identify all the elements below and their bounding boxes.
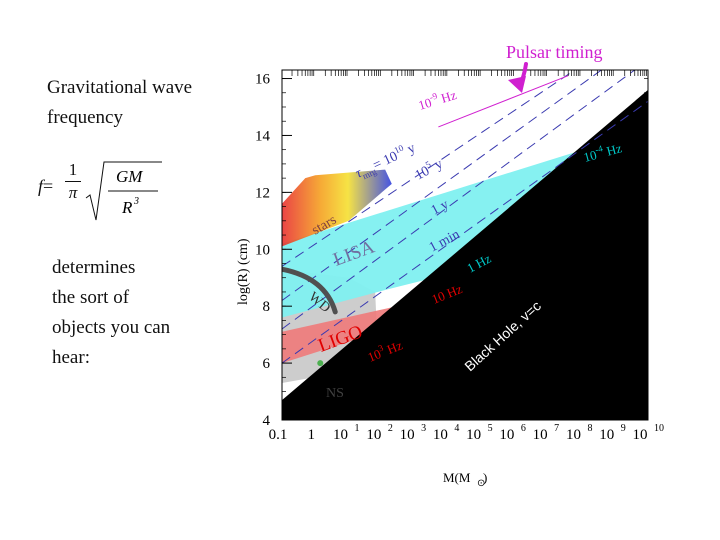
x-tick-label: 10 — [366, 427, 381, 443]
ns-dot — [317, 360, 324, 367]
x-tick-label: 10 — [499, 427, 514, 443]
x-tick-label: 10 — [533, 427, 548, 443]
pulsar-line — [438, 75, 569, 128]
formula-pi: π — [68, 183, 78, 202]
merger-line-1y — [282, 70, 635, 330]
ns-label: NS — [326, 386, 344, 401]
x-tick-exponent: 9 — [621, 423, 626, 434]
x-tick-label: 10 — [466, 427, 481, 443]
formula-sqrt: GM R 3 — [85, 161, 162, 221]
x-axis-label-close: ) — [483, 470, 487, 485]
frequency-formula: f= 1 π GM R 3 — [38, 158, 162, 228]
formula-radicand-den: R — [121, 198, 133, 217]
y-tick-label: 8 — [263, 299, 271, 315]
plot-area — [282, 70, 648, 420]
body-line-4: hear: — [52, 347, 90, 368]
formula-radicand-exp: 3 — [133, 196, 139, 207]
x-axis-label: M(M — [443, 470, 471, 485]
y-tick-label: 10 — [255, 242, 270, 258]
x-tick-exponent: 4 — [454, 423, 459, 434]
x-tick-exponent: 1 — [355, 423, 360, 434]
body-line-3: objects you can — [52, 317, 171, 338]
merger-line-1min — [282, 100, 648, 364]
x-tick-label: 1 — [308, 427, 316, 443]
slide-title: Gravitational wave frequency — [47, 73, 237, 133]
body-line-2: the sort of — [52, 287, 130, 308]
pulsar-arrow-head — [508, 76, 526, 93]
x-tick-label: 10 — [400, 427, 415, 443]
freq-label-1e-4hz: 10-4 Hz — [581, 138, 623, 165]
slide-body: determines the sort of objects you can h… — [52, 253, 222, 373]
x-tick-exponent: 2 — [388, 423, 393, 434]
y-tick-label: 4 — [263, 413, 271, 429]
x-tick-label: 10 — [633, 427, 648, 443]
title-line-2: frequency — [47, 107, 123, 128]
merger-line-1e5y — [282, 70, 602, 301]
y-tick-label: 6 — [263, 356, 271, 372]
freq-label-1e3hz: 103 Hz — [365, 335, 405, 364]
formula-lhs: f= — [38, 176, 54, 196]
x-tick-exponent: 8 — [587, 423, 592, 434]
black-hole-region — [282, 89, 648, 420]
pulsar-timing-label: Pulsar timing — [506, 42, 603, 62]
formula-fraction: 1 π — [65, 160, 81, 203]
x-tick-exponent: 6 — [521, 423, 526, 434]
freq-label-1e-9hz: 10-9 Hz — [416, 85, 458, 113]
formula-numerator: 1 — [68, 160, 78, 179]
x-tick-label: 0.1 — [269, 427, 288, 443]
y-tick-label: 12 — [255, 185, 270, 201]
wd-curve — [282, 266, 338, 315]
x-tick-exponent: 7 — [554, 423, 559, 434]
x-tick-exponent: 5 — [488, 423, 493, 434]
title-line-1: Gravitational wave — [47, 77, 193, 98]
x-tick-exponent: 3 — [421, 423, 426, 434]
plot-frame — [281, 69, 649, 421]
lisa-region — [282, 143, 602, 318]
x-axis-label-sub: ⊙ — [477, 478, 485, 489]
body-line-1: determines — [52, 257, 136, 278]
y-axis-label: log(R) (cm) — [236, 238, 251, 305]
y-tick-label: 14 — [255, 128, 271, 144]
x-tick-label: 10 — [599, 427, 614, 443]
formula-radicand-num: GM — [116, 167, 143, 186]
x-tick-label: 10 — [333, 427, 348, 443]
tau-merge-label: τmrg= 1010 y — [352, 138, 419, 183]
y-tick-label: 16 — [255, 72, 271, 88]
x-tick-label: 10 — [566, 427, 581, 443]
stars-region — [282, 169, 392, 247]
merger-1e5y-label: 105 y — [411, 154, 445, 184]
x-tick-label: 10 — [433, 427, 448, 443]
merger-line-1e10y — [282, 70, 576, 267]
merger-1y-label: 1 y — [429, 197, 451, 218]
x-tick-exponent: 10 — [654, 423, 664, 434]
